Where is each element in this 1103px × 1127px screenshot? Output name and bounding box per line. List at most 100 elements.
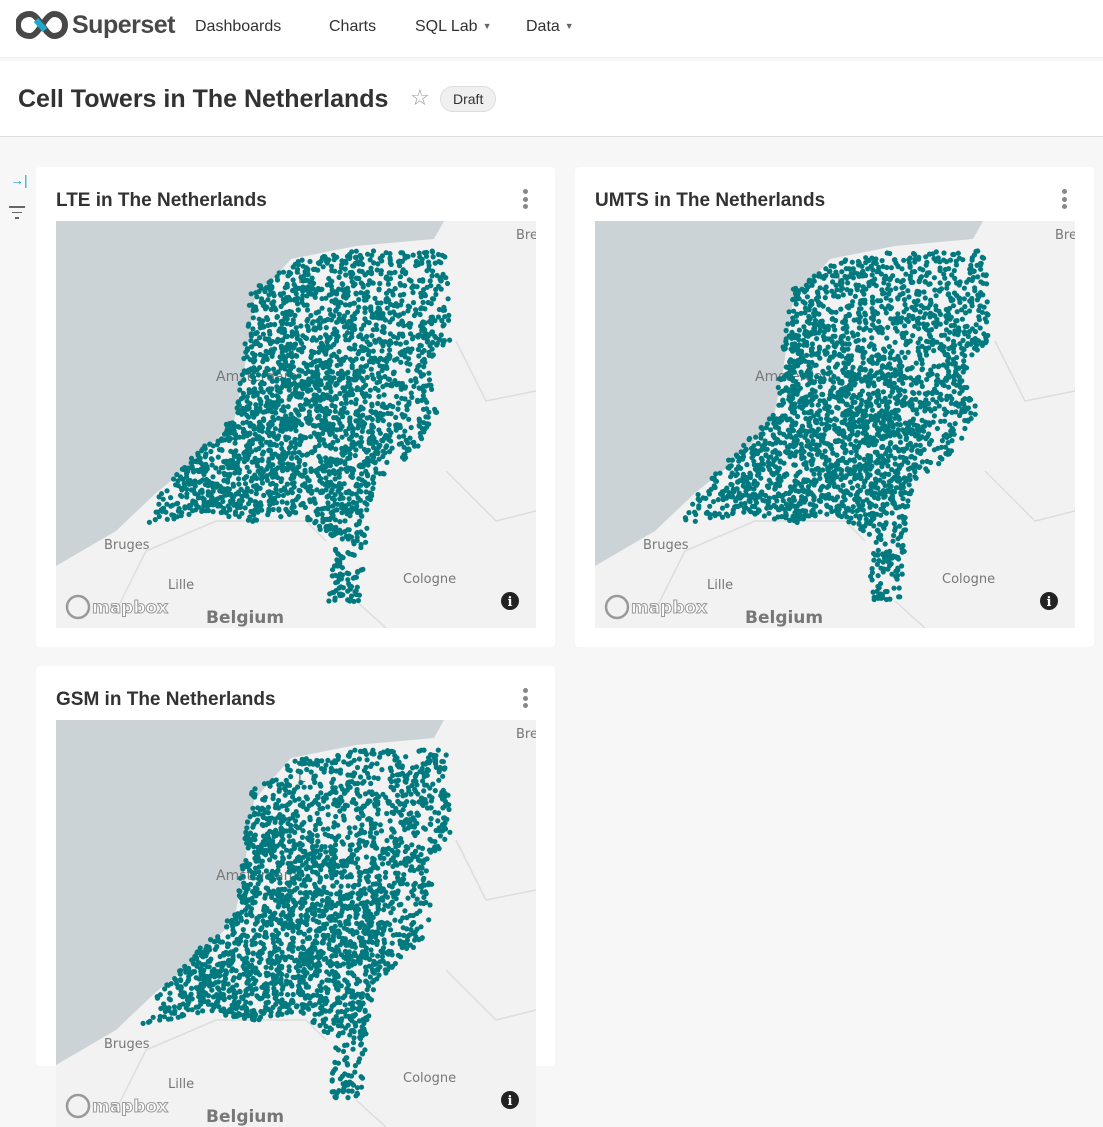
tower-point: [840, 482, 846, 488]
tower-point: [959, 316, 965, 322]
tower-point: [807, 415, 813, 421]
tower-point: [385, 410, 391, 416]
tower-point: [891, 380, 897, 386]
tower-point: [942, 411, 948, 418]
tower-point: [933, 399, 940, 405]
tower-point: [885, 566, 891, 572]
tower-point: [386, 422, 392, 428]
tower-point: [416, 423, 422, 429]
tower-point: [444, 280, 451, 287]
tower-point: [244, 485, 250, 491]
tower-point: [802, 512, 808, 518]
tower-point: [429, 346, 435, 352]
tower-point: [372, 295, 378, 301]
tower-point: [276, 492, 282, 499]
tower-point: [388, 261, 394, 268]
tower-point: [402, 283, 408, 289]
tower-point: [370, 311, 376, 317]
tower-point: [333, 393, 339, 400]
tower-point: [817, 384, 823, 390]
tower-point: [922, 404, 928, 410]
tower-point: [306, 420, 312, 426]
tower-point: [755, 440, 761, 446]
tower-point: [902, 420, 908, 426]
tower-point: [190, 498, 196, 504]
tower-point: [411, 383, 417, 389]
tower-point: [299, 257, 305, 263]
tower-point: [292, 450, 298, 456]
tower-point: [950, 303, 957, 309]
tower-point: [811, 278, 817, 284]
tower-point: [340, 316, 346, 322]
tower-point: [249, 441, 255, 447]
tower-point: [303, 370, 309, 376]
tower-point: [376, 286, 382, 292]
tower-point: [240, 420, 246, 426]
tower-point: [246, 501, 252, 507]
tower-point: [338, 300, 344, 306]
tower-point: [895, 542, 901, 548]
more-options-icon[interactable]: [1062, 189, 1068, 212]
tower-point: [708, 486, 714, 492]
tower-point: [395, 406, 401, 412]
star-icon[interactable]: ☆: [410, 85, 430, 110]
tower-point: [938, 444, 945, 450]
tower-point: [353, 491, 359, 497]
tower-point: [949, 409, 955, 415]
tower-point: [387, 319, 393, 325]
tower-point: [828, 442, 834, 448]
map-umts[interactable]: BreAmsterdamLBrugesCologneLilleBelgiumma…: [595, 221, 1075, 628]
tower-point: [183, 468, 189, 474]
mapbox-attribution[interactable]: mapbox: [65, 594, 169, 620]
tower-point: [863, 272, 869, 279]
tower-point: [937, 345, 943, 351]
nav-charts[interactable]: Charts: [329, 18, 377, 35]
tower-point: [274, 378, 280, 384]
tower-point: [903, 271, 909, 277]
tower-point: [406, 277, 412, 283]
more-options-icon[interactable]: [523, 189, 529, 212]
tower-point: [358, 364, 364, 370]
tower-point: [834, 361, 840, 367]
tower-point: [902, 388, 908, 394]
tower-point: [320, 360, 326, 366]
tower-point: [830, 333, 836, 339]
filter-icon[interactable]: [9, 206, 25, 223]
tower-point: [900, 496, 906, 502]
tower-point: [342, 466, 349, 472]
tower-point: [296, 449, 302, 455]
tower-point: [298, 274, 304, 280]
tower-point: [323, 295, 329, 301]
tower-point: [279, 499, 285, 505]
tower-point: [948, 314, 954, 320]
tower-point: [314, 378, 320, 384]
nav-dashboards[interactable]: Dashboards: [195, 18, 282, 35]
superset-logo[interactable]: Superset: [16, 10, 175, 40]
tower-point: [772, 435, 778, 441]
tower-point: [874, 268, 880, 275]
tower-point: [830, 379, 837, 385]
tower-point: [978, 260, 984, 266]
tower-point: [892, 339, 898, 345]
tower-point: [210, 443, 216, 449]
tower-point: [747, 435, 753, 442]
map-lte[interactable]: BreAmsterdamLBrugesCologneLilleBelgiumma…: [56, 221, 536, 628]
tower-point: [308, 291, 314, 297]
tower-point: [329, 590, 335, 596]
tower-point: [911, 422, 917, 428]
tower-point: [399, 250, 406, 256]
expand-filters-icon[interactable]: →|: [10, 172, 28, 188]
info-icon[interactable]: i: [501, 592, 519, 610]
tower-point: [887, 277, 893, 283]
tower-point: [345, 309, 351, 315]
tower-point: [205, 483, 211, 489]
tower-point: [421, 364, 427, 370]
nav-sql-lab[interactable]: SQL Lab ▼: [415, 18, 491, 36]
tower-point: [885, 458, 891, 464]
nav-data[interactable]: Data ▼: [526, 18, 574, 36]
tower-point: [176, 506, 182, 512]
status-badge[interactable]: Draft: [440, 86, 497, 112]
tower-point: [336, 574, 342, 580]
tower-point: [895, 311, 901, 317]
tower-point: [760, 431, 766, 437]
